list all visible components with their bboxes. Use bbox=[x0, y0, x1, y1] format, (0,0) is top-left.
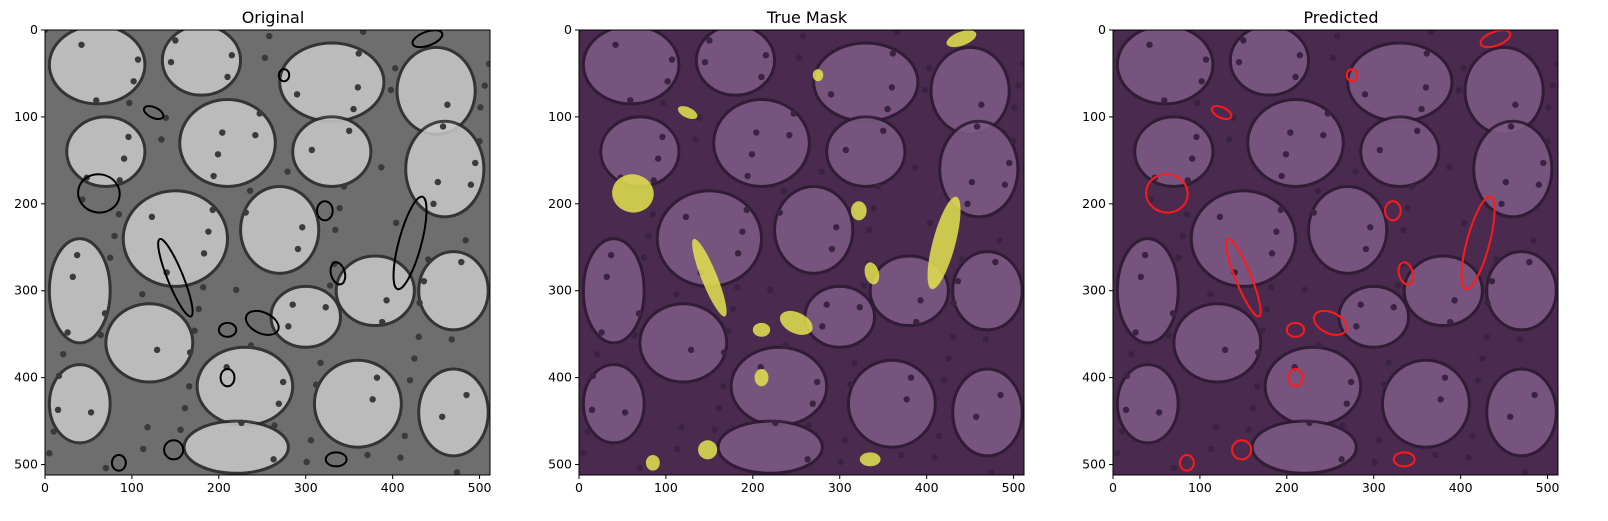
region-3 bbox=[612, 174, 654, 213]
region-2 bbox=[411, 30, 444, 49]
region-7 bbox=[329, 261, 347, 286]
region-1 bbox=[812, 69, 824, 82]
region-8 bbox=[752, 322, 771, 337]
panel-predicted: Predicted 0 100 200 300 400 500 0 100 200 300 400 50… bbox=[1068, 0, 1608, 521]
x-tick-label: 500 bbox=[1536, 480, 1560, 495]
x-tick-label: 300 bbox=[1362, 480, 1386, 495]
x-tick-label: 100 bbox=[654, 480, 678, 495]
y-tick-label: 500 bbox=[1082, 457, 1106, 472]
region-3 bbox=[77, 173, 121, 214]
region-2 bbox=[1479, 30, 1512, 49]
panel-title: Predicted bbox=[1303, 8, 1379, 27]
x-tick-label: 300 bbox=[828, 480, 852, 495]
y-tick-label: 300 bbox=[14, 283, 38, 298]
region-4 bbox=[316, 200, 334, 222]
region-0 bbox=[142, 105, 165, 121]
y-tick-label: 200 bbox=[548, 196, 572, 211]
region-9 bbox=[244, 309, 280, 336]
region-9 bbox=[779, 310, 813, 335]
region-6 bbox=[1225, 237, 1262, 318]
x-tick-label: 0 bbox=[41, 480, 49, 495]
region-11 bbox=[1231, 439, 1253, 461]
y-tick-label: 300 bbox=[548, 283, 572, 298]
microscopy-image bbox=[45, 30, 490, 475]
y-tick-label: 300 bbox=[1082, 283, 1106, 298]
region-0 bbox=[1210, 105, 1233, 121]
panel-original: Original 0 100 200 300 400 500 0 100 200 300 400 500 bbox=[0, 0, 540, 521]
region-7 bbox=[1397, 261, 1415, 286]
region-10 bbox=[1287, 367, 1304, 388]
y-tick-label: 400 bbox=[548, 370, 572, 385]
microscopy-image bbox=[1113, 30, 1558, 475]
region-0 bbox=[677, 106, 698, 120]
x-tick-label: 400 bbox=[915, 480, 939, 495]
y-tick-label: 200 bbox=[1082, 196, 1106, 211]
y-tick-label: 0 bbox=[564, 22, 572, 37]
panel-title: Original bbox=[241, 8, 305, 27]
panel-title: True Mask bbox=[766, 8, 848, 27]
region-5 bbox=[392, 195, 428, 291]
y-tick-label: 200 bbox=[14, 196, 38, 211]
x-tick-label: 0 bbox=[575, 480, 583, 495]
region-12 bbox=[645, 455, 660, 471]
region-12 bbox=[1178, 454, 1195, 472]
region-13 bbox=[1392, 451, 1416, 468]
x-tick-label: 200 bbox=[1275, 480, 1299, 495]
region-2 bbox=[946, 30, 977, 48]
region-8 bbox=[1285, 321, 1306, 338]
region-13 bbox=[859, 452, 881, 467]
x-tick-label: 200 bbox=[207, 480, 231, 495]
y-tick-label: 100 bbox=[14, 109, 38, 124]
region-4 bbox=[1384, 200, 1402, 222]
y-tick-label: 400 bbox=[1082, 370, 1106, 385]
y-tick-label: 100 bbox=[1082, 109, 1106, 124]
region-13 bbox=[324, 451, 348, 468]
x-tick-label: 100 bbox=[1188, 480, 1212, 495]
y-tick-label: 0 bbox=[1098, 22, 1106, 37]
x-tick-label: 400 bbox=[1449, 480, 1473, 495]
region-10 bbox=[219, 367, 236, 388]
x-tick-label: 400 bbox=[381, 480, 405, 495]
panel-true-mask: True Mask 0 100 200 300 400 500 0 100 200 300 400 50… bbox=[534, 0, 1074, 521]
region-11 bbox=[163, 439, 185, 461]
y-tick-label: 500 bbox=[548, 457, 572, 472]
region-4 bbox=[851, 201, 867, 221]
x-tick-label: 100 bbox=[120, 480, 144, 495]
region-6 bbox=[692, 238, 727, 317]
region-1 bbox=[1345, 68, 1359, 83]
y-tick-label: 100 bbox=[548, 109, 572, 124]
region-7 bbox=[864, 262, 880, 285]
y-tick-label: 0 bbox=[30, 22, 38, 37]
region-10 bbox=[754, 368, 769, 387]
region-12 bbox=[110, 454, 127, 472]
region-11 bbox=[698, 440, 718, 460]
x-tick-label: 300 bbox=[294, 480, 318, 495]
region-1 bbox=[277, 68, 291, 83]
region-8 bbox=[217, 321, 238, 338]
microscopy-image bbox=[579, 30, 1024, 475]
x-tick-label: 500 bbox=[1002, 480, 1026, 495]
x-tick-label: 0 bbox=[1109, 480, 1117, 495]
region-3 bbox=[1145, 173, 1189, 214]
y-tick-label: 500 bbox=[14, 457, 38, 472]
region-5 bbox=[927, 196, 961, 290]
region-6 bbox=[157, 237, 194, 318]
region-5 bbox=[1460, 195, 1496, 291]
region-9 bbox=[1312, 309, 1348, 336]
x-tick-label: 200 bbox=[741, 480, 765, 495]
y-tick-label: 400 bbox=[14, 370, 38, 385]
x-tick-label: 500 bbox=[468, 480, 492, 495]
